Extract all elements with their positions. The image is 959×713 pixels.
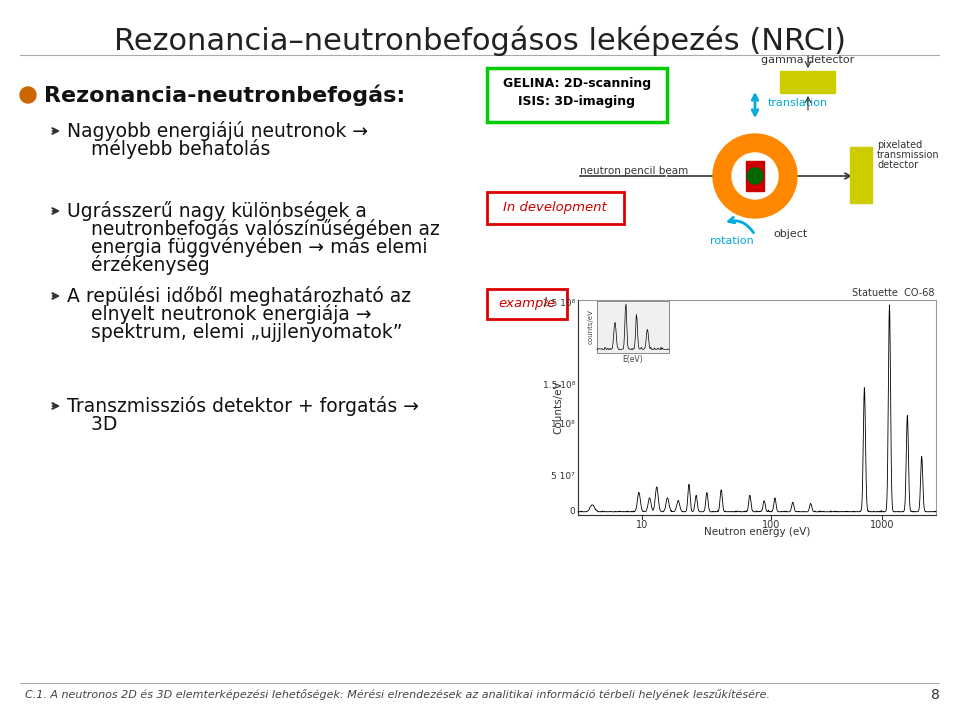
Text: 2.5 10⁸: 2.5 10⁸: [543, 299, 575, 309]
Text: counts/eV: counts/eV: [588, 309, 594, 344]
Bar: [578, 300, 936, 515]
Text: 3D: 3D: [67, 414, 117, 434]
Text: Rezonancia-neutronbefogás:: Rezonancia-neutronbefogás:: [44, 84, 406, 106]
Text: Neutron energy (eV): Neutron energy (eV): [704, 527, 810, 537]
Text: energia függvényében → más elemi: energia függvényében → más elemi: [67, 237, 428, 257]
Text: Rezonancia–neutronbefogásos leképezés (NRCI): Rezonancia–neutronbefogásos leképezés (N…: [114, 25, 846, 56]
Text: mélyebb behatolás: mélyebb behatolás: [67, 139, 270, 159]
Bar: [850, 147, 872, 203]
Text: 1.5 10⁸: 1.5 10⁸: [543, 381, 575, 391]
Text: 5 10⁷: 5 10⁷: [551, 472, 575, 481]
Text: translation: translation: [768, 98, 829, 108]
Circle shape: [732, 153, 778, 199]
Text: Statuette  CO-68: Statuette CO-68: [852, 288, 934, 298]
Text: ISIS: 3D-imaging: ISIS: 3D-imaging: [519, 96, 636, 108]
Circle shape: [20, 87, 36, 103]
FancyBboxPatch shape: [487, 68, 667, 122]
Text: transmission: transmission: [877, 150, 940, 160]
Bar: [746, 161, 764, 191]
Text: Ugrásszerű nagy különbségek a: Ugrásszerű nagy különbségek a: [67, 201, 367, 221]
Text: C.1. A neutronos 2D és 3D elemterképezési lehetőségek: Mérési elrendezések az an: C.1. A neutronos 2D és 3D elemterképezés…: [25, 689, 770, 700]
Text: GELINA: 2D-scanning: GELINA: 2D-scanning: [503, 76, 651, 90]
Text: neutron pencil beam: neutron pencil beam: [580, 166, 689, 176]
Text: Transzmissziós detektor + forgatás →: Transzmissziós detektor + forgatás →: [67, 396, 419, 416]
Text: 0: 0: [570, 508, 575, 516]
Text: example: example: [499, 297, 555, 310]
Text: 8: 8: [931, 688, 940, 702]
Text: érzékenység: érzékenység: [67, 255, 210, 275]
Bar: [780, 71, 835, 93]
Text: Nagyobb energiájú neutronok →: Nagyobb energiájú neutronok →: [67, 121, 368, 141]
Text: rotation: rotation: [710, 236, 754, 246]
Text: elnyelt neutronok energiája →: elnyelt neutronok energiája →: [67, 304, 372, 324]
Text: 100: 100: [762, 520, 781, 530]
Text: pixelated: pixelated: [877, 140, 923, 150]
Text: spektrum, elemi „ujjlenyomatok”: spektrum, elemi „ujjlenyomatok”: [67, 322, 403, 342]
FancyBboxPatch shape: [487, 192, 624, 224]
Text: 1 10⁸: 1 10⁸: [551, 420, 575, 429]
Text: neutronbefogás valószínűségében az: neutronbefogás valószínűségében az: [67, 219, 440, 239]
Text: gamma detector: gamma detector: [761, 55, 854, 65]
Text: 10: 10: [637, 520, 648, 530]
Text: E(eV): E(eV): [622, 355, 643, 364]
Text: object: object: [773, 229, 807, 239]
Text: detector: detector: [877, 160, 918, 170]
Text: A repülési időből meghatározható az: A repülési időből meghatározható az: [67, 286, 411, 306]
Circle shape: [713, 134, 797, 218]
Text: 1000: 1000: [870, 520, 895, 530]
Text: Counts/eV: Counts/eV: [553, 381, 563, 434]
FancyBboxPatch shape: [487, 289, 567, 319]
Text: In development: In development: [503, 202, 607, 215]
Bar: [597, 301, 669, 353]
Circle shape: [747, 168, 763, 184]
